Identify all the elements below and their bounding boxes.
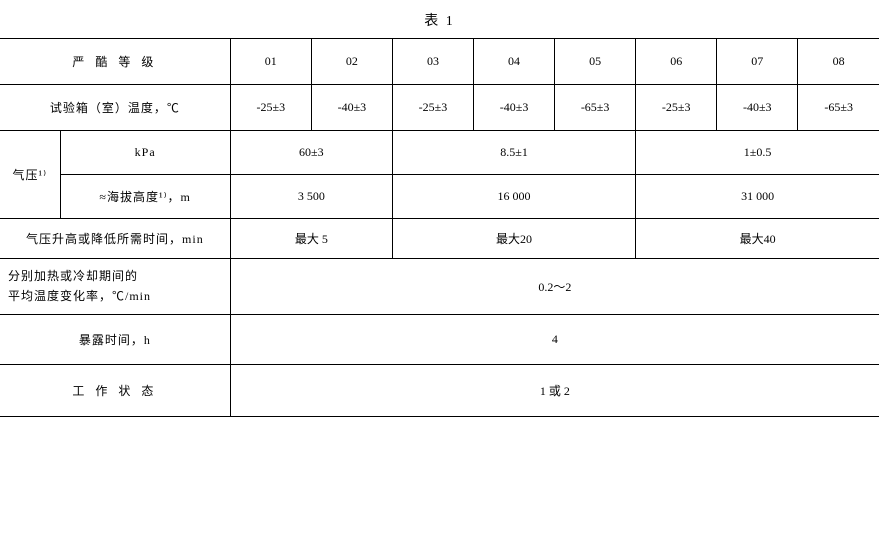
temp-rate-value: 0.2～2 bbox=[230, 259, 879, 315]
chamber-temp-label: 试验箱（室）温度，℃ bbox=[0, 85, 230, 131]
altitude-value-3: 31 000 bbox=[636, 175, 879, 219]
pressure-group-label: 气压¹⁾ bbox=[0, 131, 60, 219]
pressure-time-value-1: 最大 5 bbox=[230, 219, 392, 259]
level-04: 04 bbox=[474, 39, 555, 85]
pressure-time-value-2: 最大20 bbox=[392, 219, 635, 259]
level-07: 07 bbox=[717, 39, 798, 85]
altitude-label: ≈海拔高度¹⁾，m bbox=[60, 175, 230, 219]
exposure-time-label: 暴露时间，h bbox=[0, 315, 230, 365]
altitude-value-2: 16 000 bbox=[392, 175, 635, 219]
level-06: 06 bbox=[636, 39, 717, 85]
kpa-value-2: 8.5±1 bbox=[392, 131, 635, 175]
level-03: 03 bbox=[392, 39, 473, 85]
chamber-temp-07: -40±3 bbox=[717, 85, 798, 131]
chamber-temp-05: -65±3 bbox=[555, 85, 636, 131]
exposure-time-row: 暴露时间，h 4 bbox=[0, 315, 879, 365]
level-05: 05 bbox=[555, 39, 636, 85]
temp-rate-label-line2: 平均温度变化率，℃/min bbox=[8, 287, 226, 306]
operating-state-row: 工 作 状 态 1 或 2 bbox=[0, 365, 879, 417]
altitude-value-1: 3 500 bbox=[230, 175, 392, 219]
chamber-temp-row: 试验箱（室）温度，℃ -25±3 -40±3 -25±3 -40±3 -65±3… bbox=[0, 85, 879, 131]
chamber-temp-08: -65±3 bbox=[798, 85, 879, 131]
pressure-kpa-row: 气压¹⁾ kPa 60±3 8.5±1 1±0.5 bbox=[0, 131, 879, 175]
level-02: 02 bbox=[311, 39, 392, 85]
kpa-label: kPa bbox=[60, 131, 230, 175]
severity-header: 严 酷 等 级 bbox=[0, 39, 230, 85]
temp-rate-label: 分别加热或冷却期间的 平均温度变化率，℃/min bbox=[0, 259, 230, 315]
pressure-altitude-row: ≈海拔高度¹⁾，m 3 500 16 000 31 000 bbox=[0, 175, 879, 219]
operating-state-label: 工 作 状 态 bbox=[0, 365, 230, 417]
kpa-value-1: 60±3 bbox=[230, 131, 392, 175]
table-title: 表 1 bbox=[0, 10, 879, 30]
temp-rate-row: 分别加热或冷却期间的 平均温度变化率，℃/min 0.2～2 bbox=[0, 259, 879, 315]
level-01: 01 bbox=[230, 39, 311, 85]
chamber-temp-01: -25±3 bbox=[230, 85, 311, 131]
chamber-temp-03: -25±3 bbox=[392, 85, 473, 131]
pressure-time-label: 气压升高或降低所需时间，min bbox=[0, 219, 230, 259]
temp-rate-label-line1: 分别加热或冷却期间的 bbox=[8, 267, 226, 286]
pressure-time-row: 气压升高或降低所需时间，min 最大 5 最大20 最大40 bbox=[0, 219, 879, 259]
kpa-value-3: 1±0.5 bbox=[636, 131, 879, 175]
level-08: 08 bbox=[798, 39, 879, 85]
header-row: 严 酷 等 级 01 02 03 04 05 06 07 08 bbox=[0, 39, 879, 85]
chamber-temp-02: -40±3 bbox=[311, 85, 392, 131]
chamber-temp-06: -25±3 bbox=[636, 85, 717, 131]
severity-table: 严 酷 等 级 01 02 03 04 05 06 07 08 试验箱（室）温度… bbox=[0, 38, 879, 417]
operating-state-value: 1 或 2 bbox=[230, 365, 879, 417]
pressure-time-value-3: 最大40 bbox=[636, 219, 879, 259]
chamber-temp-04: -40±3 bbox=[474, 85, 555, 131]
exposure-time-value: 4 bbox=[230, 315, 879, 365]
